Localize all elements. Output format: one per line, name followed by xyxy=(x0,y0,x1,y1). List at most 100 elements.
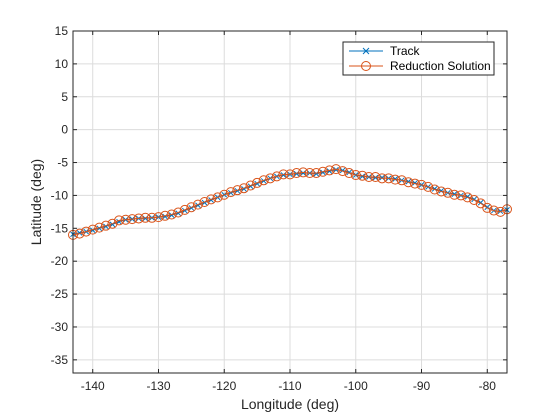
data-point-circle xyxy=(403,177,414,188)
legend-track-label: Track xyxy=(390,44,421,58)
y-tick-label: -30 xyxy=(51,320,69,334)
data-point-circle xyxy=(291,168,302,179)
y-tick-label: 0 xyxy=(61,123,68,137)
data-point-circle xyxy=(120,214,131,225)
x-tick-label: -90 xyxy=(413,379,431,393)
series-layer xyxy=(68,164,512,240)
x-tick-label: -100 xyxy=(344,379,368,393)
data-point-circle xyxy=(350,170,361,181)
data-point-circle xyxy=(285,169,295,180)
data-point-circle xyxy=(206,194,217,205)
data-point-circle xyxy=(344,168,355,179)
x-tick-label: -120 xyxy=(212,379,236,393)
data-point-circle xyxy=(377,173,388,184)
data-point-circle xyxy=(166,209,177,220)
y-tick-label: -10 xyxy=(51,188,69,202)
data-point-circle xyxy=(423,181,434,192)
x-axis-label: Longitude (deg) xyxy=(241,396,339,412)
data-point-circle xyxy=(160,210,171,221)
data-point-circle xyxy=(212,192,223,203)
y-tick-label: -5 xyxy=(57,156,68,170)
x-tick-label: -140 xyxy=(81,379,105,393)
data-point-circle xyxy=(140,212,151,223)
data-point-circle xyxy=(390,174,401,185)
y-tick-label: -20 xyxy=(51,254,69,268)
data-point-circle xyxy=(357,170,368,181)
data-point-circle xyxy=(331,164,342,175)
ticks xyxy=(73,30,507,373)
data-point-circle xyxy=(271,171,282,182)
data-point-x xyxy=(300,170,307,176)
data-point-circle xyxy=(186,202,197,213)
data-point-circle xyxy=(94,222,105,233)
data-point-circle xyxy=(265,173,276,184)
data-point-circle xyxy=(192,199,203,210)
series-line xyxy=(72,168,508,236)
y-tick-label: -25 xyxy=(51,287,69,301)
data-point-circle xyxy=(383,173,394,184)
x-tick-label: -130 xyxy=(146,379,170,393)
data-point-circle xyxy=(370,172,381,183)
data-point-circle xyxy=(74,228,85,239)
x-tick-label: -110 xyxy=(278,379,301,393)
legend-track-x-marker xyxy=(362,47,370,55)
y-tick-label: -15 xyxy=(51,221,69,235)
data-point-circle xyxy=(153,212,164,223)
x-tick-label: -80 xyxy=(479,379,497,393)
y-axis-label: Latitude (deg) xyxy=(28,159,44,245)
y-tick-labels: -35 -30 -25 -20 -15 -10 -5 0 5 10 15 xyxy=(51,24,69,367)
data-point-circle xyxy=(462,192,473,203)
data-point-circle xyxy=(245,180,256,191)
data-point-circle xyxy=(278,169,289,180)
data-point-circle xyxy=(475,198,486,209)
data-point-circle xyxy=(311,168,322,179)
data-point-circle xyxy=(114,215,125,226)
data-point-circle xyxy=(363,172,374,183)
data-point-circle xyxy=(488,205,499,216)
y-tick-label: -35 xyxy=(51,353,69,367)
legend-box xyxy=(342,41,495,76)
data-point-circle xyxy=(324,165,335,176)
data-point-circle xyxy=(173,207,184,218)
data-point-circle xyxy=(396,175,407,186)
data-point-circle xyxy=(409,178,420,189)
data-point-circle xyxy=(298,167,309,178)
data-point-circle xyxy=(133,213,144,224)
data-point-circle xyxy=(442,187,453,198)
data-point-circle xyxy=(429,184,440,195)
data-point-circle xyxy=(436,186,447,197)
data-point-circle xyxy=(238,183,249,194)
y-tick-label: 5 xyxy=(61,90,68,104)
data-point-x xyxy=(379,174,385,181)
data-point-circle xyxy=(219,189,230,200)
data-point-circle xyxy=(304,168,315,179)
data-point-circle xyxy=(225,187,236,198)
data-point-circle xyxy=(81,226,92,237)
data-point-circle xyxy=(107,218,118,229)
data-point-circle xyxy=(258,175,269,186)
series-reduction-solution xyxy=(68,164,512,240)
data-point-x xyxy=(142,215,149,222)
data-point-circle xyxy=(469,195,480,206)
data-point-circle xyxy=(232,185,243,196)
y-tick-label: 15 xyxy=(55,24,69,38)
x-tick-labels: -140 -130 -120 -110 -100 -90 -80 xyxy=(81,379,497,393)
y-tick-label: 10 xyxy=(55,57,69,71)
data-point-circle xyxy=(455,190,466,201)
data-point-circle xyxy=(146,212,157,223)
data-point-circle xyxy=(179,204,190,215)
data-point-circle xyxy=(337,166,348,177)
data-point-circle xyxy=(482,202,493,213)
legend-reduction-label: Reduction Solution xyxy=(390,59,491,73)
data-point-circle xyxy=(87,224,98,235)
data-point-circle xyxy=(199,197,210,207)
data-point-circle xyxy=(252,177,263,188)
legend-reduction-o-marker xyxy=(361,61,371,71)
legend[interactable]: Track Reduction Solution xyxy=(342,41,495,76)
data-point-circle xyxy=(127,214,138,225)
data-point-circle xyxy=(416,179,427,190)
data-point-circle xyxy=(495,206,506,217)
data-point-x xyxy=(372,174,379,181)
data-point-circle xyxy=(317,166,328,177)
